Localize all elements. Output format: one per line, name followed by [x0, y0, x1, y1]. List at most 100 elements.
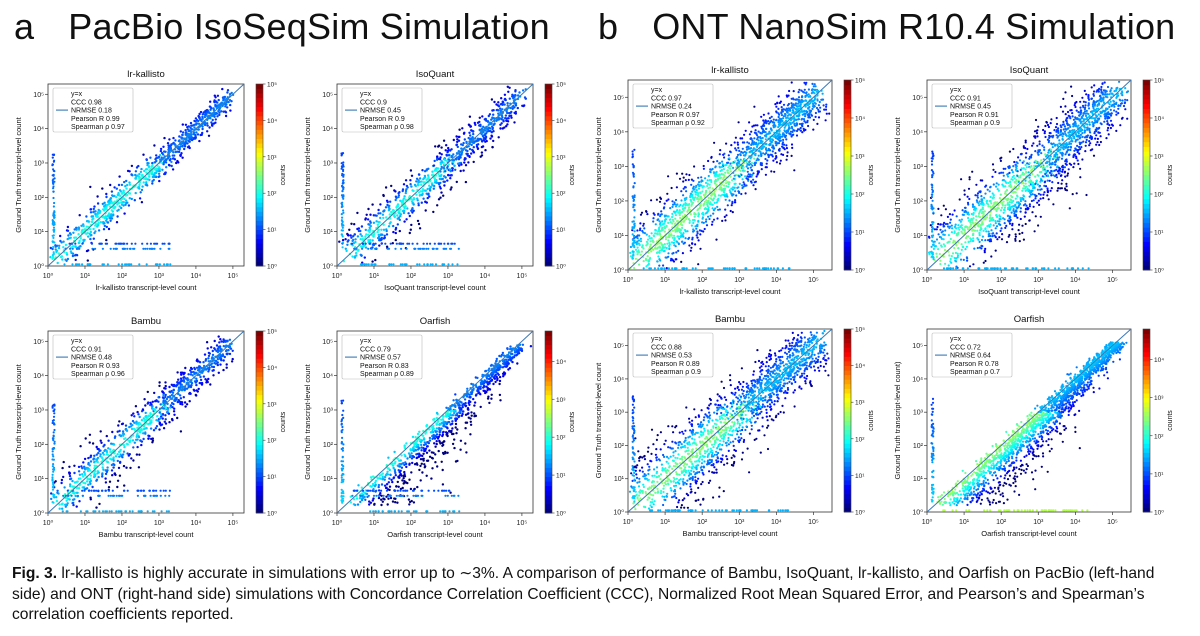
band-point	[423, 263, 426, 266]
scatter-point	[220, 359, 223, 362]
x-tick-label: 10⁰	[332, 519, 343, 527]
scatter-point	[390, 184, 393, 188]
scatter-point	[500, 97, 503, 100]
scatter-point	[198, 373, 201, 377]
scatter-point	[117, 183, 121, 187]
scatter-point	[229, 103, 232, 107]
scatter-point	[777, 107, 780, 110]
colorbar-segment	[256, 335, 263, 341]
scatter-point	[388, 213, 391, 216]
x-tick-label: 10³	[443, 273, 454, 280]
scatter-point	[511, 94, 514, 98]
scatter-point	[439, 187, 442, 190]
band-point	[368, 242, 371, 245]
band-point	[441, 263, 444, 266]
scatter-point	[501, 366, 505, 369]
scatter-point	[164, 393, 167, 397]
scatter-point	[497, 105, 501, 108]
x-axis-label: Bambu transcript-level count	[98, 530, 194, 539]
scatter-point	[480, 151, 484, 154]
scatter-point	[403, 220, 406, 223]
scatter-point	[130, 457, 133, 460]
zero-streak-point	[341, 436, 344, 439]
scatter-point	[507, 358, 511, 362]
scatter-point	[136, 445, 139, 449]
scatter-point	[434, 167, 437, 171]
scatter-point	[406, 207, 409, 210]
scatter-point	[508, 111, 511, 115]
scatter-point	[51, 257, 54, 260]
scatter-point	[373, 485, 377, 488]
scatter-point	[137, 175, 140, 178]
scatter-point	[199, 375, 202, 379]
scatter-point	[478, 116, 481, 120]
band-point	[408, 242, 411, 245]
scatter-point	[158, 417, 162, 420]
scatter-point	[671, 200, 674, 203]
scatter-point	[167, 146, 170, 149]
zero-streak-point	[52, 447, 55, 450]
scatter-point	[356, 235, 360, 238]
colorbar-segment	[256, 371, 263, 377]
scatter-point	[135, 435, 138, 439]
zero-streak-point	[53, 159, 56, 162]
scatter-point	[467, 416, 470, 419]
scatter-point	[464, 427, 467, 430]
scatter-point	[354, 251, 358, 255]
scatter-point	[185, 131, 188, 134]
scatter-point	[204, 358, 208, 361]
scatter-point	[469, 137, 473, 140]
scatter-point	[436, 204, 439, 207]
scatter-point	[95, 215, 98, 218]
scatter-point	[186, 378, 189, 382]
legend-entry: Spearman ρ 0.96	[71, 371, 125, 378]
scatter-point	[189, 385, 193, 389]
scatter-point	[155, 425, 159, 428]
band-point	[374, 247, 377, 250]
scatter-point	[415, 453, 418, 456]
colorbar-segment	[545, 499, 552, 505]
scatter-point	[479, 385, 482, 388]
band-point	[380, 242, 383, 245]
band-point	[145, 263, 148, 266]
zero-streak-point	[52, 190, 55, 193]
scatter-point	[516, 94, 520, 97]
scatter-point	[468, 147, 472, 151]
scatter-point	[139, 439, 142, 442]
band-point	[400, 242, 403, 245]
scatter-point	[454, 409, 457, 412]
scatter-point	[449, 414, 453, 417]
scatter-point	[663, 230, 666, 233]
scatter-point	[129, 422, 132, 425]
scatter-point	[517, 350, 520, 353]
scatter-point	[213, 94, 216, 97]
scatter-point	[421, 434, 425, 437]
scatter-point	[180, 383, 183, 386]
scatter-point	[125, 429, 129, 432]
scatter-point	[188, 400, 191, 403]
scatter-point	[162, 393, 165, 397]
x-tick-label: 10⁴	[191, 520, 202, 527]
scatter-point	[216, 350, 220, 354]
scatter-point	[106, 221, 109, 224]
scatter-point	[369, 220, 372, 223]
scatter-point	[432, 164, 436, 167]
scatter-point	[367, 233, 370, 236]
colorbar-segment	[545, 353, 552, 359]
y-tick-label: 10¹	[34, 476, 45, 483]
scatter-point	[398, 465, 402, 468]
scatter-point	[377, 233, 380, 237]
band-point	[361, 247, 364, 250]
scatter-point	[671, 212, 674, 215]
scatter-point	[164, 414, 167, 417]
scatter-point	[81, 473, 84, 476]
scatter-point	[69, 477, 73, 480]
scatter-point	[153, 161, 157, 164]
zero-streak-point	[342, 209, 345, 212]
panel-b-title: ONT NanoSim R10.4 Simulation	[652, 6, 1176, 47]
scatter-point	[419, 464, 422, 468]
scatter-point	[807, 124, 810, 128]
band-point	[377, 494, 380, 497]
scatter-point	[434, 461, 437, 464]
scatter-point	[151, 182, 154, 185]
